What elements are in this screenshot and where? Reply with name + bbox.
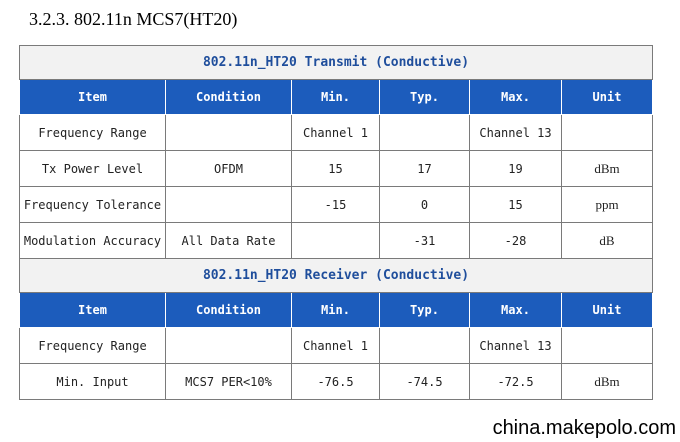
header-item: Item [19,292,166,328]
receiver-title-row: 802.11n_HT20 Receiver (Conductive) [19,258,653,293]
header-min: Min. [291,79,380,115]
cell-item: Tx Power Level [19,150,166,187]
table-row: Modulation Accuracy All Data Rate -31 -2… [19,222,653,259]
cell-max: -28 [469,222,562,259]
table-row: Frequency Tolerance -15 0 15 ppm [19,186,653,223]
cell-typ [379,327,470,364]
cell-condition [165,327,292,364]
header-typ: Typ. [379,292,470,328]
cell-condition [165,186,292,223]
cell-min: Channel 1 [291,114,380,151]
cell-item: Frequency Range [19,327,166,364]
cell-unit: dBm [561,363,653,400]
cell-max: -72.5 [469,363,562,400]
cell-max: 19 [469,150,562,187]
cell-item: Min. Input [19,363,166,400]
cell-typ: 17 [379,150,470,187]
cell-min: Channel 1 [291,327,380,364]
cell-typ: -31 [379,222,470,259]
cell-min: -15 [291,186,380,223]
cell-max: 15 [469,186,562,223]
cell-item: Frequency Range [19,114,166,151]
section-heading: 3.2.3. 802.11n MCS7(HT20) [29,9,238,29]
header-unit: Unit [561,79,653,115]
cell-unit: ppm [561,186,653,223]
header-max: Max. [469,292,562,328]
header-unit: Unit [561,292,653,328]
cell-condition: All Data Rate [165,222,292,259]
receiver-header-row: Item Condition Min. Typ. Max. Unit [19,292,653,328]
cell-typ [379,114,470,151]
cell-min: -76.5 [291,363,380,400]
table-row: Tx Power Level OFDM 15 17 19 dBm [19,150,653,187]
cell-min: 15 [291,150,380,187]
header-condition: Condition [165,79,292,115]
cell-item: Modulation Accuracy [19,222,166,259]
cell-min [291,222,380,259]
cell-condition: MCS7 PER<10% [165,363,292,400]
site-watermark: china.makepolo.com [492,417,676,439]
table-row: Frequency Range Channel 1 Channel 13 [19,114,653,151]
table-row: Frequency Range Channel 1 Channel 13 [19,327,653,364]
transmit-header-row: Item Condition Min. Typ. Max. Unit [19,79,653,115]
cell-condition [165,114,292,151]
header-max: Max. [469,79,562,115]
cell-unit: dBm [561,150,653,187]
cell-unit: dB [561,222,653,259]
receiver-title: 802.11n_HT20 Receiver (Conductive) [19,258,653,293]
cell-max: Channel 13 [469,327,562,364]
cell-item: Frequency Tolerance [19,186,166,223]
transmit-title-row: 802.11n_HT20 Transmit (Conductive) [19,45,653,80]
header-min: Min. [291,292,380,328]
header-item: Item [19,79,166,115]
cell-typ: -74.5 [379,363,470,400]
cell-max: Channel 13 [469,114,562,151]
cell-unit [561,114,653,151]
header-condition: Condition [165,292,292,328]
cell-unit [561,327,653,364]
cell-condition: OFDM [165,150,292,187]
transmit-title: 802.11n_HT20 Transmit (Conductive) [19,45,653,80]
header-typ: Typ. [379,79,470,115]
spec-table: 802.11n_HT20 Transmit (Conductive) Item … [19,45,653,400]
table-row: Min. Input MCS7 PER<10% -76.5 -74.5 -72.… [19,363,653,400]
cell-typ: 0 [379,186,470,223]
